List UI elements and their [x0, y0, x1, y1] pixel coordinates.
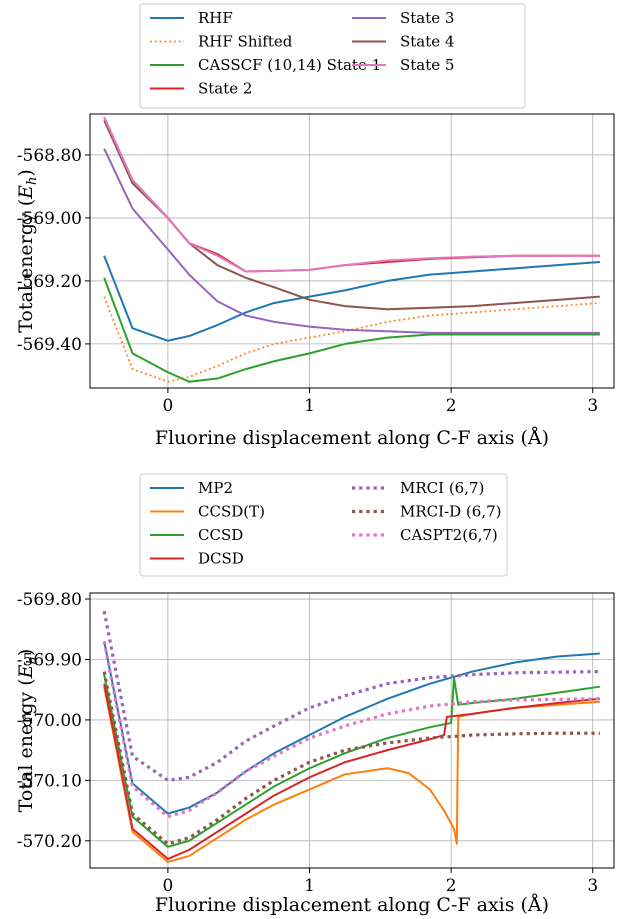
- legend-entry: CASSCF (10,14) State 1: [198, 56, 381, 74]
- legend-entry: State 5: [400, 56, 454, 74]
- y-tick-label: -568.80: [17, 146, 82, 166]
- y-axis-label-text: Total energy (: [15, 678, 37, 812]
- series-line-7: [103, 116, 600, 273]
- series-group: [102, 610, 600, 863]
- legend-entry: RHF Shifted: [198, 33, 293, 51]
- legend-box: [139, 473, 508, 577]
- y-axis-label-subscript: h: [25, 177, 40, 185]
- series-line-5: [102, 610, 600, 782]
- y-tick-label: -569.20: [17, 272, 82, 292]
- legend-entry: RHF: [198, 9, 233, 27]
- y-tick-label: -570.00: [17, 711, 82, 731]
- legend-entry: MRCI (6,7): [400, 479, 484, 497]
- x-tick-label: 3: [587, 876, 598, 896]
- plot-frame: [89, 592, 615, 869]
- y-axis-label: Total energy (Eh): [15, 169, 40, 333]
- x-tick-label: 2: [446, 876, 457, 896]
- x-tick-label: 1: [304, 396, 315, 416]
- plot-frame: [89, 113, 615, 389]
- chart-2: 0 1 2 3 -569.80 -569.90 -570.00 -570.10 -570.20 F…: [15, 473, 615, 916]
- y-tick-label: -570.10: [17, 771, 82, 791]
- x-axis-label: Fluorine displacement along C-F axis (Å): [155, 894, 549, 916]
- y-axis-label: Total energy (Eh): [15, 649, 40, 813]
- y-axis-label-close: ): [15, 649, 37, 656]
- series-line-1: [103, 255, 600, 342]
- x-tick-label: 2: [446, 396, 457, 416]
- y-tick-label: -570.20: [17, 832, 82, 852]
- y-axis-label-symbol: E: [15, 185, 37, 200]
- chart-1: 0 1 2 3 -568.80 -569.00 -569.20 -569.40 Fluorine…: [15, 3, 615, 449]
- legend-entry: CCSD: [198, 526, 243, 544]
- legend: MP2 CCSD(T) CCSD DCSD MRCI (6,7) MRCI-D (6,7)…: [139, 473, 508, 577]
- series-line-5: [103, 148, 600, 334]
- y-axis-label-close: ): [15, 169, 37, 176]
- y-axis-label-text: Total energy (: [15, 199, 37, 333]
- y-axis-label-subscript: h: [25, 656, 40, 664]
- x-tick-label: 1: [304, 876, 315, 896]
- legend: RHF RHF Shifted CASSCF (10,14) State 1 Stat…: [139, 3, 526, 109]
- x-axis-label: Fluorine displacement along C-F axis (Å): [155, 427, 549, 449]
- series-line-1: [103, 641, 600, 815]
- y-tick-label: -569.00: [17, 209, 82, 229]
- x-tick-label: 0: [162, 876, 173, 896]
- series-line-3: [103, 674, 600, 848]
- series-line-3: [103, 277, 600, 383]
- x-tick-label: 3: [587, 396, 598, 416]
- series-line-4: [103, 116, 600, 273]
- legend-entry: State 4: [400, 33, 454, 51]
- series-line-7: [102, 641, 600, 819]
- series-line-2: [103, 296, 600, 383]
- series-group: [103, 116, 600, 383]
- legend-entry: DCSD: [198, 550, 244, 568]
- legend-entry: MRCI-D (6,7): [400, 503, 501, 521]
- series-line-6: [102, 671, 600, 846]
- y-axis-label-symbol: E: [15, 664, 37, 679]
- y-tick-label: -569.40: [17, 335, 82, 355]
- legend-entry: State 2: [198, 80, 252, 98]
- legend-entry: State 3: [400, 9, 454, 27]
- y-tick-label: -569.80: [17, 590, 82, 610]
- y-tick-label: -569.90: [17, 650, 82, 670]
- legend-box: [139, 3, 526, 109]
- x-tick-label: 0: [162, 396, 173, 416]
- legend-entry: MP2: [198, 479, 233, 497]
- legend-entry: CASPT2(6,7): [400, 526, 498, 544]
- legend-entry: CCSD(T): [198, 503, 265, 521]
- series-line-4: [103, 683, 600, 860]
